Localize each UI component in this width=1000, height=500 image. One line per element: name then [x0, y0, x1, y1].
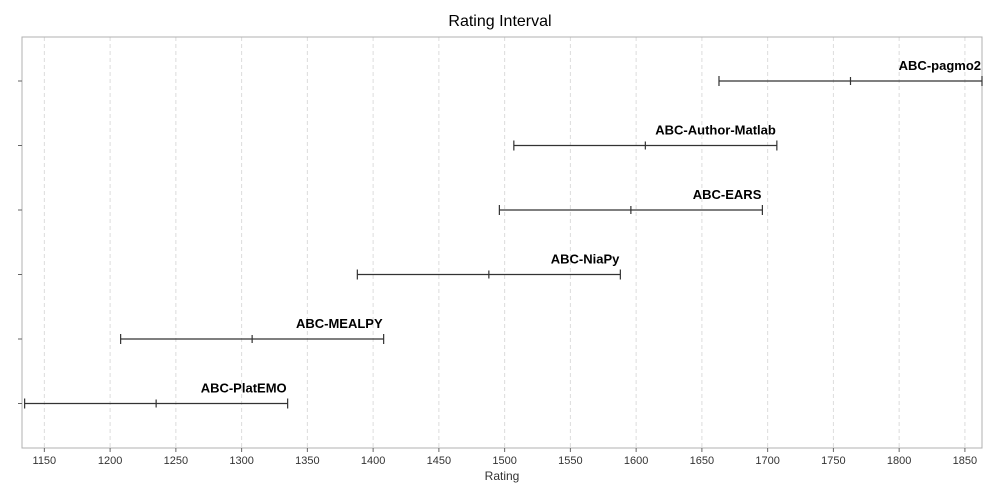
series-label: ABC-Author-Matlab: [655, 123, 776, 138]
x-tick-label: 1450: [427, 455, 451, 467]
y-tick-layer: [18, 80, 22, 404]
interval-abc-ears: ABC-EARS: [498, 187, 763, 215]
x-tick-label: 1300: [229, 455, 253, 467]
x-tick-label: 1850: [953, 455, 977, 467]
x-tick-layer: 1150 1200 1250 1300 1350 1400 1450 1500 1550 1600…: [33, 448, 977, 467]
series-label: ABC-MEALPY: [296, 316, 383, 331]
series-layer: ABC-PlatEMO ABC-MEALPY ABC-NiaPy ABC-EARS AB…: [24, 58, 983, 409]
interval-abc-mealpy: ABC-MEALPY: [120, 316, 385, 344]
series-label: ABC-PlatEMO: [201, 381, 287, 396]
x-tick-label: 1750: [821, 455, 845, 467]
x-tick-label: 1200: [98, 455, 122, 467]
x-tick-label: 1600: [624, 455, 648, 467]
x-tick-label: 1500: [492, 455, 516, 467]
interval-abc-author-matlab: ABC-Author-Matlab: [513, 123, 778, 151]
x-tick-label: 1250: [164, 455, 188, 467]
interval-abc-niapy: ABC-NiaPy: [356, 252, 621, 280]
interval-abc-pagmo2: ABC-pagmo2: [718, 58, 983, 86]
series-label: ABC-EARS: [693, 187, 762, 202]
x-tick-label: 1350: [295, 455, 319, 467]
x-tick-label: 1800: [887, 455, 911, 467]
x-axis-label: Rating: [485, 469, 520, 483]
series-label: ABC-NiaPy: [551, 252, 620, 267]
x-tick-label: 1650: [690, 455, 714, 467]
grid-layer: [43, 37, 966, 448]
chart-title: Rating Interval: [448, 13, 551, 30]
x-tick-label: 1700: [755, 455, 779, 467]
series-label: ABC-pagmo2: [899, 58, 981, 73]
interval-abc-platemo: ABC-PlatEMO: [24, 381, 289, 409]
x-tick-label: 1550: [558, 455, 582, 467]
x-tick-label: 1150: [33, 455, 57, 467]
x-tick-label: 1400: [361, 455, 385, 467]
plot-frame: [21, 36, 983, 449]
